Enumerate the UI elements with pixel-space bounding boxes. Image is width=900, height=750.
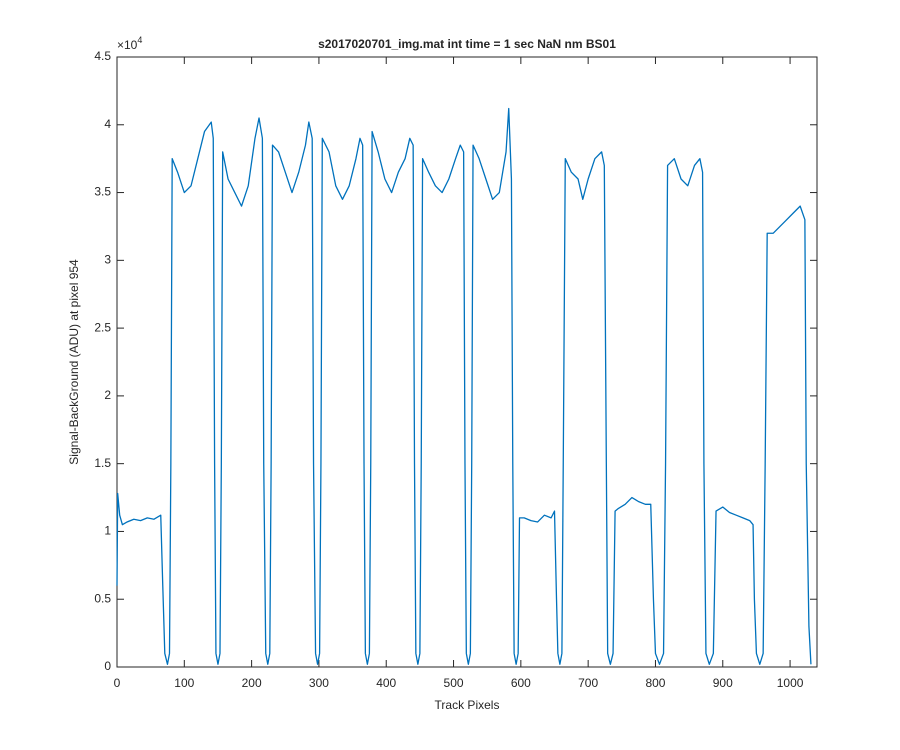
- x-tick-label: 400: [376, 676, 396, 690]
- y-tick-label: 0.5: [94, 591, 111, 605]
- x-tick-label: 700: [578, 676, 598, 690]
- x-tick-label: 500: [444, 676, 464, 690]
- y-tick-label: 1: [104, 524, 111, 538]
- y-tick-label: 4.5: [94, 49, 111, 63]
- x-tick-label: 600: [511, 676, 531, 690]
- y-tick-label: 3.5: [94, 185, 111, 199]
- x-tick-label: 900: [713, 676, 733, 690]
- chart-title: s2017020701_img.mat int time = 1 sec NaN…: [318, 37, 616, 51]
- x-tick-label: 100: [174, 676, 194, 690]
- y-tick-label: 0: [104, 659, 111, 673]
- y-tick-label: 1.5: [94, 456, 111, 470]
- y-tick-label: 4: [104, 117, 111, 131]
- x-axis-label: Track Pixels: [435, 698, 500, 712]
- x-tick-label: 800: [645, 676, 665, 690]
- x-tick-label: 1000: [777, 676, 804, 690]
- y-axis-label: Signal-BackGround (ADU) at pixel 954: [67, 259, 81, 465]
- y-multiplier-exponent: 4: [137, 35, 142, 45]
- x-tick-label: 300: [309, 676, 329, 690]
- y-multiplier-base: ×10: [117, 38, 138, 52]
- y-tick-label: 2: [104, 388, 111, 402]
- y-tick-label: 3: [104, 253, 111, 267]
- y-multiplier: ×104: [117, 35, 142, 52]
- x-tick-label: 0: [114, 676, 121, 690]
- x-tick-label: 200: [242, 676, 262, 690]
- y-tick-label: 2.5: [94, 320, 111, 334]
- data-line: [116, 107, 812, 665]
